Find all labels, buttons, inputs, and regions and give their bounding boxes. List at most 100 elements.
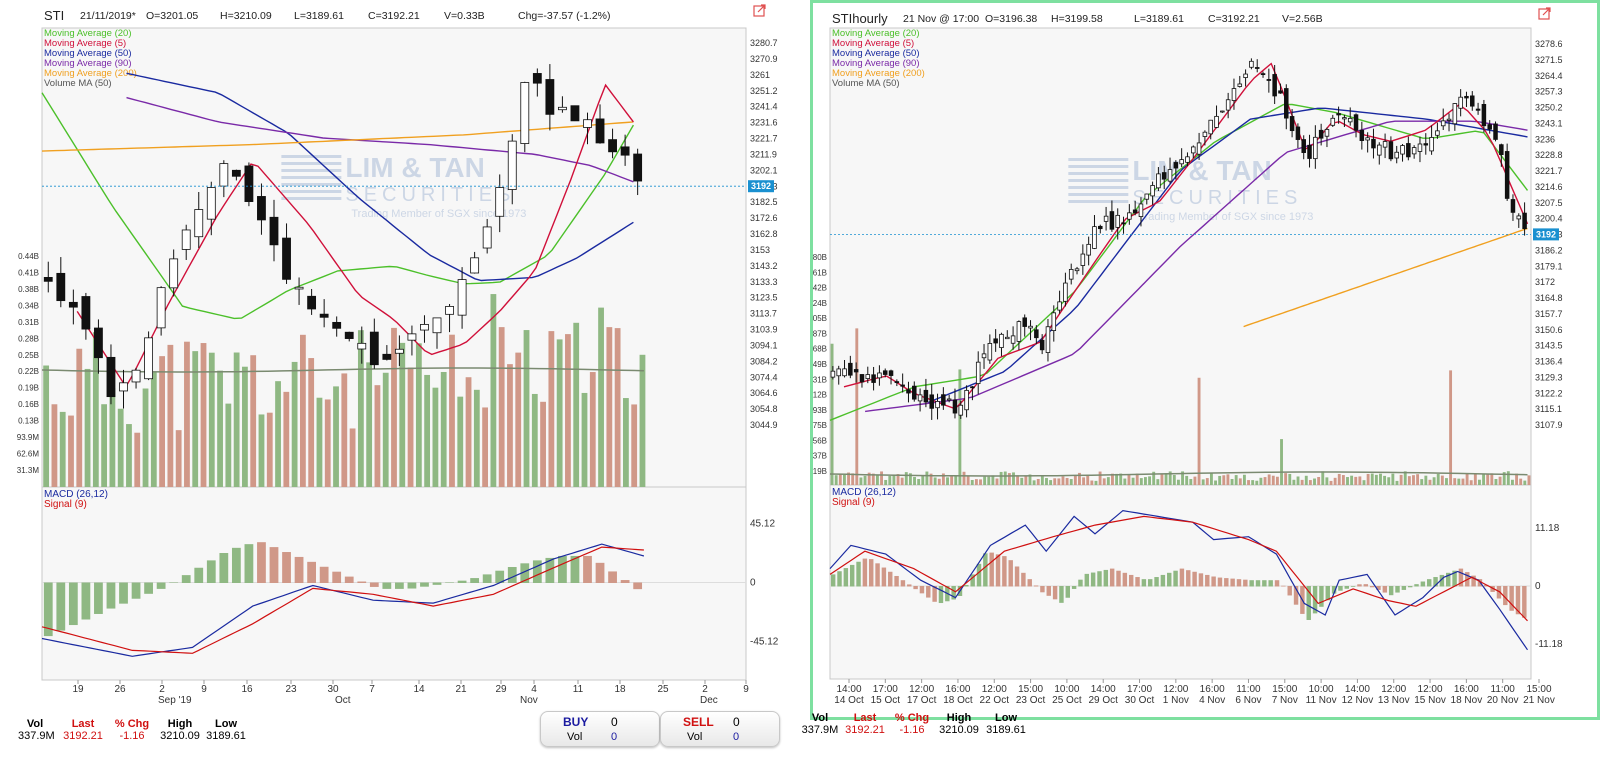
volume-bar: [258, 414, 265, 487]
volume-bar: [623, 398, 629, 487]
legend-item: Moving Average (20): [832, 28, 920, 39]
volume-bar: [614, 328, 621, 487]
volume-bar: [242, 366, 248, 487]
x-tick-date: 13 Nov: [1378, 695, 1410, 706]
x-tick-label: 2: [159, 684, 165, 695]
price-tick-label: 3207.5: [1535, 198, 1563, 208]
x-tick-date: 21 Nov: [1523, 695, 1555, 706]
volume-bar: [1205, 478, 1209, 485]
macd-histogram-bar: [1179, 568, 1185, 587]
x-tick-date: 4 Nov: [1199, 695, 1225, 706]
volume-bar: [954, 476, 958, 485]
x-tick-date: 20 Nov: [1487, 695, 1519, 706]
macd-histogram-bar: [1154, 577, 1159, 587]
volume-bar: [1012, 472, 1015, 485]
volume-tick-label: 93.9M: [17, 433, 40, 442]
macd-histogram-bar: [1135, 577, 1140, 587]
macd-histogram-bar: [1033, 585, 1039, 587]
buy-qty: 0: [611, 715, 618, 729]
volume-bar: [1057, 478, 1061, 485]
volume-bar: [1053, 478, 1057, 485]
x-tick-time: 16:00: [945, 684, 970, 695]
sell-button[interactable]: SELL 0 Vol 0: [660, 711, 780, 747]
volume-tick-label: 0.19B: [18, 384, 39, 393]
macd-histogram-bar: [1236, 579, 1242, 587]
volume-bar: [1391, 473, 1395, 485]
macd-histogram-bar: [495, 570, 505, 583]
expand-icon-arrow: [757, 4, 766, 13]
volume-bar: [908, 473, 912, 485]
macd-histogram-bar: [332, 571, 342, 583]
quote-header-high: High: [167, 718, 193, 730]
price-tick-label: 3133.3: [750, 277, 778, 287]
x-tick-date: 18 Nov: [1451, 695, 1483, 706]
candle-body: [1243, 73, 1248, 78]
volume-ma-line: [829, 471, 1528, 477]
x-tick-label: 4: [531, 684, 537, 695]
watermark-line3: Trading Member of SGX since 1973: [351, 208, 526, 220]
volume-bar: [523, 330, 530, 487]
sell-vol-label: Vol: [687, 731, 703, 743]
volume-bar: [449, 334, 455, 487]
macd-histogram-bar: [1071, 586, 1077, 589]
candle-body: [1295, 126, 1301, 140]
volume-bar: [225, 403, 232, 487]
price-tick-label: 3186.2: [1535, 245, 1563, 255]
macd-histogram-bar: [1369, 586, 1375, 588]
volume-bar: [407, 367, 414, 487]
volume-bar: [1428, 479, 1432, 485]
macd-histogram-bar: [1230, 578, 1235, 587]
volume-bar: [1263, 477, 1267, 485]
macd-histogram-bar: [938, 586, 944, 604]
candle-body: [1435, 130, 1440, 136]
volume-bar: [1502, 472, 1506, 485]
volume-bar: [1176, 479, 1180, 485]
price-tick-label: 3261: [750, 70, 770, 80]
macd-histogram-bar: [1065, 586, 1071, 598]
volume-bar: [126, 424, 132, 487]
candle-body: [1144, 193, 1150, 200]
macd-histogram-bar: [932, 586, 937, 602]
volume-bar: [1506, 471, 1510, 485]
quote-value-low: 3189.61: [986, 724, 1026, 736]
candle-body: [1068, 269, 1074, 280]
quote-header-low: Low: [995, 712, 1017, 724]
x-tick-label: 18: [614, 684, 626, 695]
buy-button[interactable]: BUY 0 Vol 0: [540, 711, 660, 747]
x-tick-label: 2: [702, 684, 708, 695]
candle-body: [94, 327, 103, 359]
quote-value-pctchg: -1.16: [119, 730, 145, 742]
volume-bar: [941, 473, 945, 485]
volume-bar: [1156, 479, 1160, 485]
price-tick-label: 3250.2: [1535, 103, 1563, 113]
volume-bar: [1486, 473, 1490, 485]
volume-bar: [1370, 473, 1374, 485]
x-tick-date: 1 Nov: [1163, 695, 1189, 706]
header-field: L=3189.61: [1134, 13, 1184, 25]
volume-bar: [1469, 480, 1473, 485]
volume-bar: [565, 334, 571, 487]
volume-bar: [830, 343, 834, 485]
volume-bar: [958, 369, 962, 485]
candle-body: [952, 399, 958, 414]
candle-body: [877, 372, 882, 379]
x-tick-date: 15 Oct: [871, 695, 901, 706]
volume-bar: [962, 471, 966, 485]
macd-histogram-bar: [888, 571, 893, 587]
candle-body: [1191, 146, 1196, 154]
macd-histogram-bar: [1217, 577, 1223, 587]
candle-body: [119, 382, 128, 392]
expand-icon-arrow: [1542, 7, 1551, 16]
macd-histogram-bar: [1306, 586, 1311, 620]
volume-bar: [1436, 473, 1440, 485]
price-tick-label: 3172: [1535, 277, 1555, 287]
candle-body: [1196, 142, 1202, 155]
volume-bar: [863, 475, 867, 485]
volume-bar: [59, 411, 66, 487]
macd-histogram-bar: [1059, 586, 1064, 603]
macd-histogram-bar: [1268, 580, 1273, 587]
price-tick-label: 3231.6: [750, 118, 778, 128]
macd-histogram-bar: [1192, 571, 1197, 587]
volume-bar: [970, 479, 974, 485]
